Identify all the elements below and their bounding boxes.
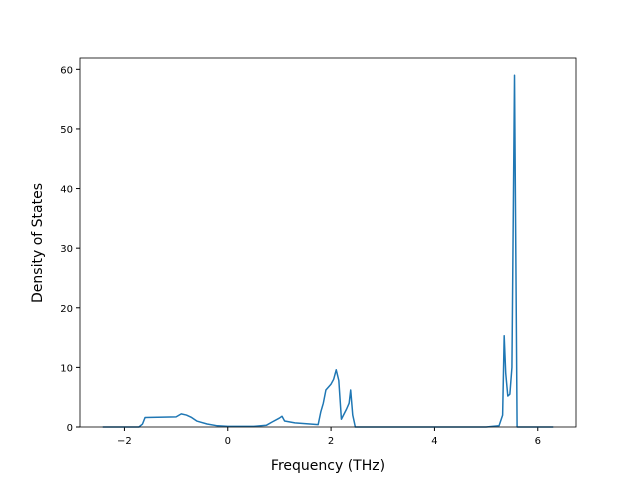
x-tick-label: 6 [535,436,541,447]
y-tick-label: 50 [60,125,73,136]
x-tick-label: −2 [117,436,132,447]
x-tick-label: 0 [225,436,231,447]
y-tick-label: 20 [60,304,73,315]
line [102,74,554,428]
y-axis-label: Density of States [30,183,46,303]
y-tick-label: 30 [60,244,73,255]
axes-frame [79,57,577,428]
y-tick-label: 10 [60,363,73,374]
y-tick-label: 0 [67,423,73,434]
y-tick-label: 40 [60,185,73,196]
x-axis-label: Frequency (THz) [271,458,385,474]
x-tick-label: 2 [328,436,334,447]
y-tick-label: 60 [60,65,73,76]
x-tick-label: 4 [431,436,437,447]
